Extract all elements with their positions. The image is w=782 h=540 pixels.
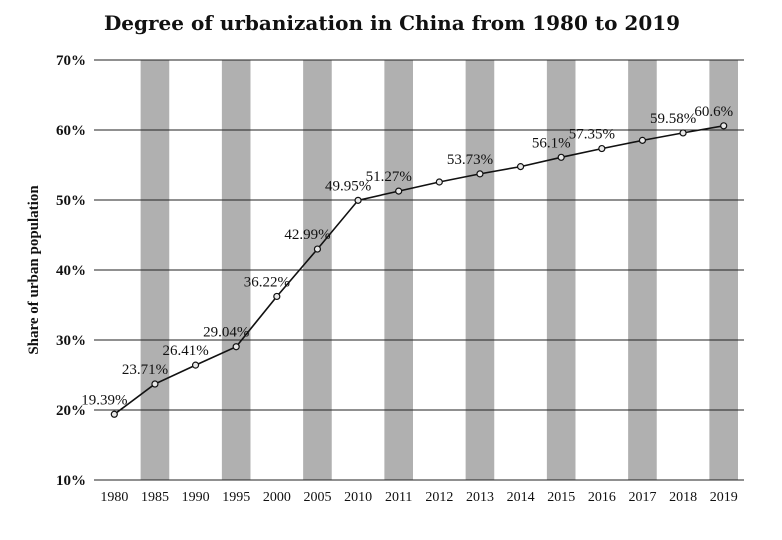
y-axis-label: Share of urban population (26, 185, 42, 355)
y-tick-label: 20% (56, 403, 86, 419)
x-tick-label: 1985 (141, 490, 169, 505)
data-labels: 19.39% 23.71% 26.41% 29.04% 36.22% 42.99% 49.9… (81, 104, 733, 408)
chart-title: Degree of urbanization in China from 198… (104, 11, 680, 35)
data-point (557, 153, 565, 161)
x-axis-ticks: 1980 1985 1990 1995 2000 2005 2010 2011 2012 2013… (100, 490, 737, 505)
data-label: 19.39% (81, 392, 127, 408)
data-label: 49.95% (325, 178, 371, 194)
data-point (638, 136, 647, 144)
data-point (354, 196, 362, 204)
x-tick-label: 2012 (425, 490, 453, 505)
data-label: 23.71% (122, 362, 168, 378)
data-point (151, 380, 159, 388)
data-point (679, 129, 687, 137)
x-tick-label: 2016 (588, 490, 616, 505)
x-tick-label: 2005 (303, 490, 331, 505)
data-point (435, 178, 443, 186)
y-tick-label: 50% (56, 193, 86, 209)
data-point (476, 170, 484, 178)
y-tick-label: 60% (56, 123, 86, 139)
data-label: 60.6% (694, 104, 733, 120)
data-label: 57.35% (569, 127, 615, 143)
data-label: 51.27% (366, 169, 412, 185)
x-tick-label: 2019 (710, 490, 738, 505)
data-label: 56.1% (532, 135, 571, 151)
data-point (313, 245, 322, 253)
series-line (113, 125, 724, 415)
data-label: 42.99% (284, 227, 330, 243)
x-tick-label: 2017 (628, 490, 656, 505)
gridlines (94, 59, 744, 481)
data-point (395, 187, 403, 195)
y-tick-label: 10% (56, 473, 86, 489)
data-points (110, 122, 728, 418)
x-tick-label: 1995 (222, 490, 250, 505)
data-point (273, 292, 281, 301)
data-label: 36.22% (244, 274, 290, 290)
x-tick-label: 1980 (100, 490, 128, 505)
x-tick-label: 2015 (547, 490, 575, 505)
data-point (720, 122, 728, 130)
data-point (110, 410, 118, 418)
y-tick-label: 30% (56, 333, 86, 349)
data-label: 26.41% (162, 343, 208, 359)
data-label: 29.04% (203, 325, 249, 341)
y-tick-label: 70% (56, 53, 86, 69)
y-tick-label: 40% (56, 263, 86, 279)
x-tick-label: 1990 (182, 490, 210, 505)
x-tick-label: 2010 (344, 490, 372, 505)
data-point (191, 361, 200, 369)
y-axis-ticks: 10% 20% 30% 40% 50% 60% 70% (56, 53, 86, 489)
data-point (516, 163, 525, 171)
x-tick-label: 2014 (507, 490, 535, 505)
x-tick-label: 2011 (385, 490, 412, 505)
x-tick-label: 2013 (466, 490, 494, 505)
x-tick-label: 2000 (263, 490, 291, 505)
data-point (232, 343, 240, 351)
x-tick-label: 2018 (669, 490, 697, 505)
data-label: 59.58% (650, 111, 696, 127)
data-point (598, 144, 606, 153)
data-label: 53.73% (447, 152, 493, 168)
